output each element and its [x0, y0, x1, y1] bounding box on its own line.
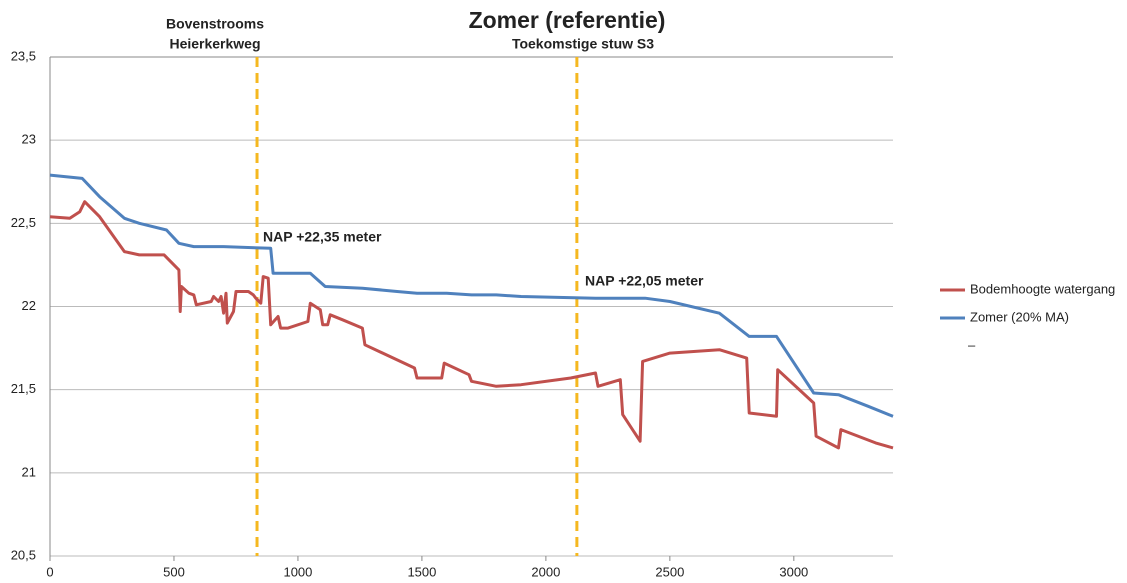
- x-tick-label: 2500: [655, 564, 684, 579]
- y-tick-label: 21,5: [11, 381, 36, 396]
- y-tick-label: 23: [22, 132, 36, 147]
- legend-label: Bodemhoogte watergang: [970, 281, 1115, 296]
- y-tick-label: 22,5: [11, 215, 36, 230]
- x-tick-label: 3000: [779, 564, 808, 579]
- y-tick-label: 23,5: [11, 48, 36, 63]
- x-tick-label: 2000: [531, 564, 560, 579]
- annotation: Toekomstige stuw S3: [512, 36, 654, 52]
- y-tick-label: 21: [22, 464, 36, 479]
- annotation: Heierkerkweg: [169, 36, 260, 52]
- data-line: [49, 200, 894, 450]
- y-tick-label: 22: [22, 298, 36, 313]
- data-line: [49, 173, 894, 418]
- legend-label: Zomer (20% MA): [970, 309, 1069, 324]
- x-tick-label: 500: [163, 564, 185, 579]
- x-tick-label: 0: [46, 564, 53, 579]
- chart-title: Zomer (referentie): [469, 7, 666, 33]
- legend-label: –: [968, 337, 976, 352]
- x-tick-label: 1000: [283, 564, 312, 579]
- annotation: Bovenstrooms: [166, 16, 264, 32]
- y-tick-label: 20,5: [11, 547, 36, 562]
- annotation: NAP +22,35 meter: [263, 229, 382, 245]
- x-tick-label: 1500: [407, 564, 436, 579]
- annotation: NAP +22,05 meter: [585, 273, 704, 289]
